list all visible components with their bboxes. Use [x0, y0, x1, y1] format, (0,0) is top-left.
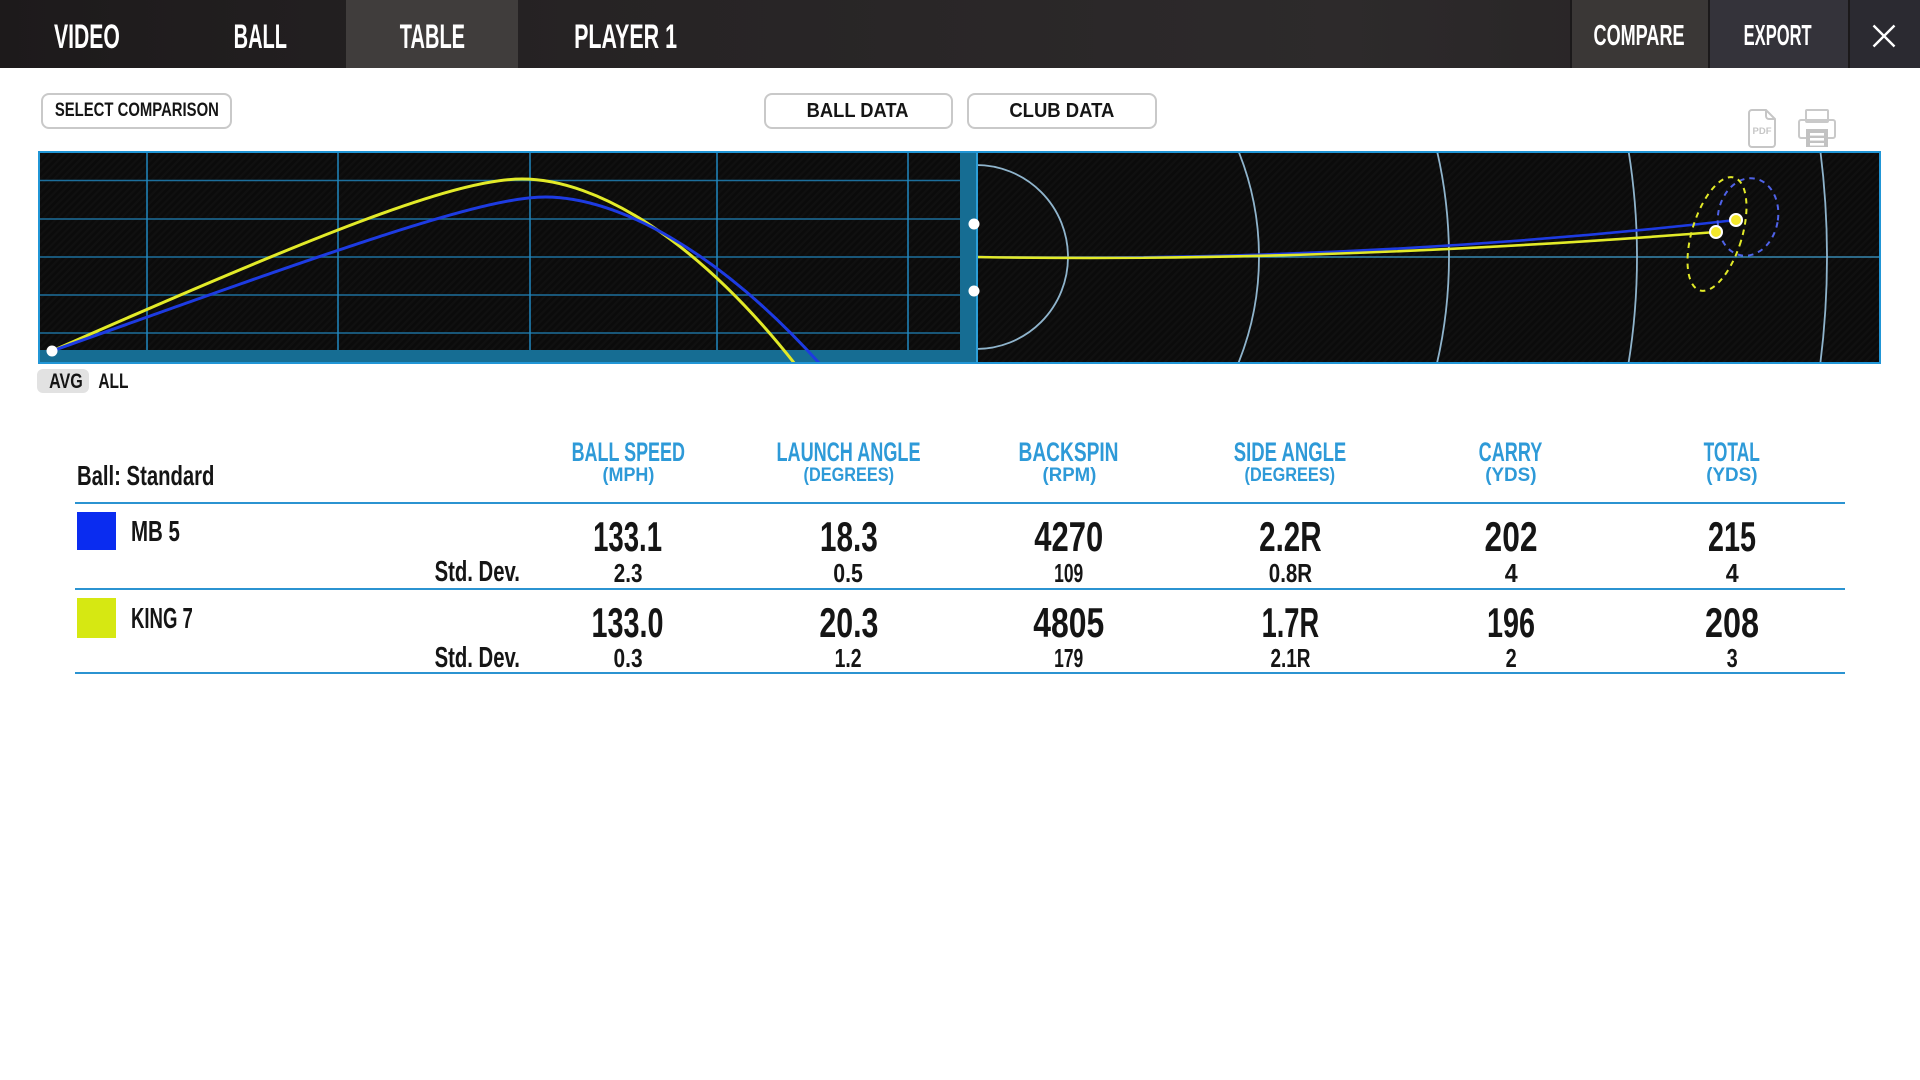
svg-text:PDF: PDF	[1753, 126, 1772, 137]
